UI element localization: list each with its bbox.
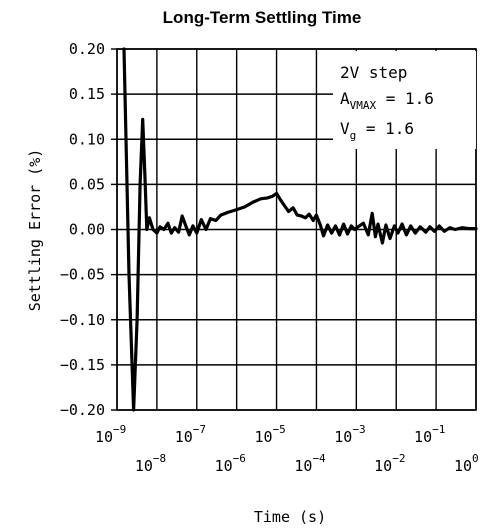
- x-tick-exponent: −2: [392, 452, 405, 465]
- x-tick-label: 10 −1: [414, 423, 445, 446]
- x-tick-exponent: −6: [233, 452, 246, 465]
- x-tick-label: 10 −2: [374, 452, 405, 475]
- x-tick-base: 10: [294, 457, 312, 475]
- y-tick-label: 0.05: [69, 175, 105, 193]
- x-tick-label: 10 −3: [334, 423, 365, 446]
- y-tick-label: 0.00: [69, 221, 105, 239]
- annotation-line: Vg = 1.6: [340, 119, 414, 142]
- x-tick-exponent: −3: [352, 423, 365, 436]
- x-tick-exponent: −4: [312, 452, 326, 465]
- x-tick-label: 10 −7: [175, 423, 206, 446]
- x-tick-base: 10: [454, 457, 472, 475]
- x-tick-label: 10 −4: [294, 452, 326, 475]
- x-tick-base: 10: [414, 428, 432, 446]
- y-axis-label: Settling Error (%): [26, 149, 44, 312]
- y-tick-label: −0.10: [60, 311, 105, 329]
- y-tick-label: −0.20: [60, 401, 105, 419]
- x-tick-base: 10: [215, 457, 233, 475]
- y-tick-label: −0.05: [60, 266, 105, 284]
- annotation-line: AVMAX = 1.6: [340, 89, 434, 112]
- x-tick-base: 10: [95, 428, 113, 446]
- x-axis-label: Time (s): [254, 508, 326, 526]
- x-tick-label: 10 0: [454, 452, 479, 475]
- x-tick-base: 10: [175, 428, 193, 446]
- annotation-text: 2V step AVMAX = 1.6 Vg = 1.6: [340, 63, 434, 142]
- x-tick-base: 10: [135, 457, 153, 475]
- annotation-line: 2V step: [340, 63, 407, 82]
- y-tick-label: 0.20: [69, 40, 105, 58]
- y-tick-label: −0.15: [60, 356, 105, 374]
- x-tick-label: 10 −6: [215, 452, 246, 475]
- x-tick-base: 10: [374, 457, 392, 475]
- x-tick-exponent: −9: [113, 423, 126, 436]
- x-tick-base: 10: [334, 428, 352, 446]
- series-line: [122, 47, 478, 412]
- y-tick-label: 0.15: [69, 85, 105, 103]
- x-tick-exponent: 0: [472, 452, 479, 465]
- series-group: [122, 47, 478, 412]
- x-tick-label: 10 −9: [95, 423, 126, 446]
- x-tick-exponent: −1: [432, 423, 445, 436]
- x-tick-exponent: −8: [153, 452, 166, 465]
- annotation-box: [333, 51, 476, 149]
- x-tick-label: 10 −5: [254, 423, 285, 446]
- x-tick-exponent: −7: [193, 423, 206, 436]
- x-tick-label: 10 −8: [135, 452, 166, 475]
- y-tick-label: 0.10: [69, 130, 105, 148]
- chart-title: Long-Term Settling Time: [163, 8, 362, 27]
- y-axis-ticks: 0.20 0.15 0.10 0.05 0.00 −0.05 −0.10 −0.15 −0.20: [60, 40, 117, 419]
- x-tick-base: 10: [254, 428, 272, 446]
- x-tick-exponent: −5: [273, 423, 286, 436]
